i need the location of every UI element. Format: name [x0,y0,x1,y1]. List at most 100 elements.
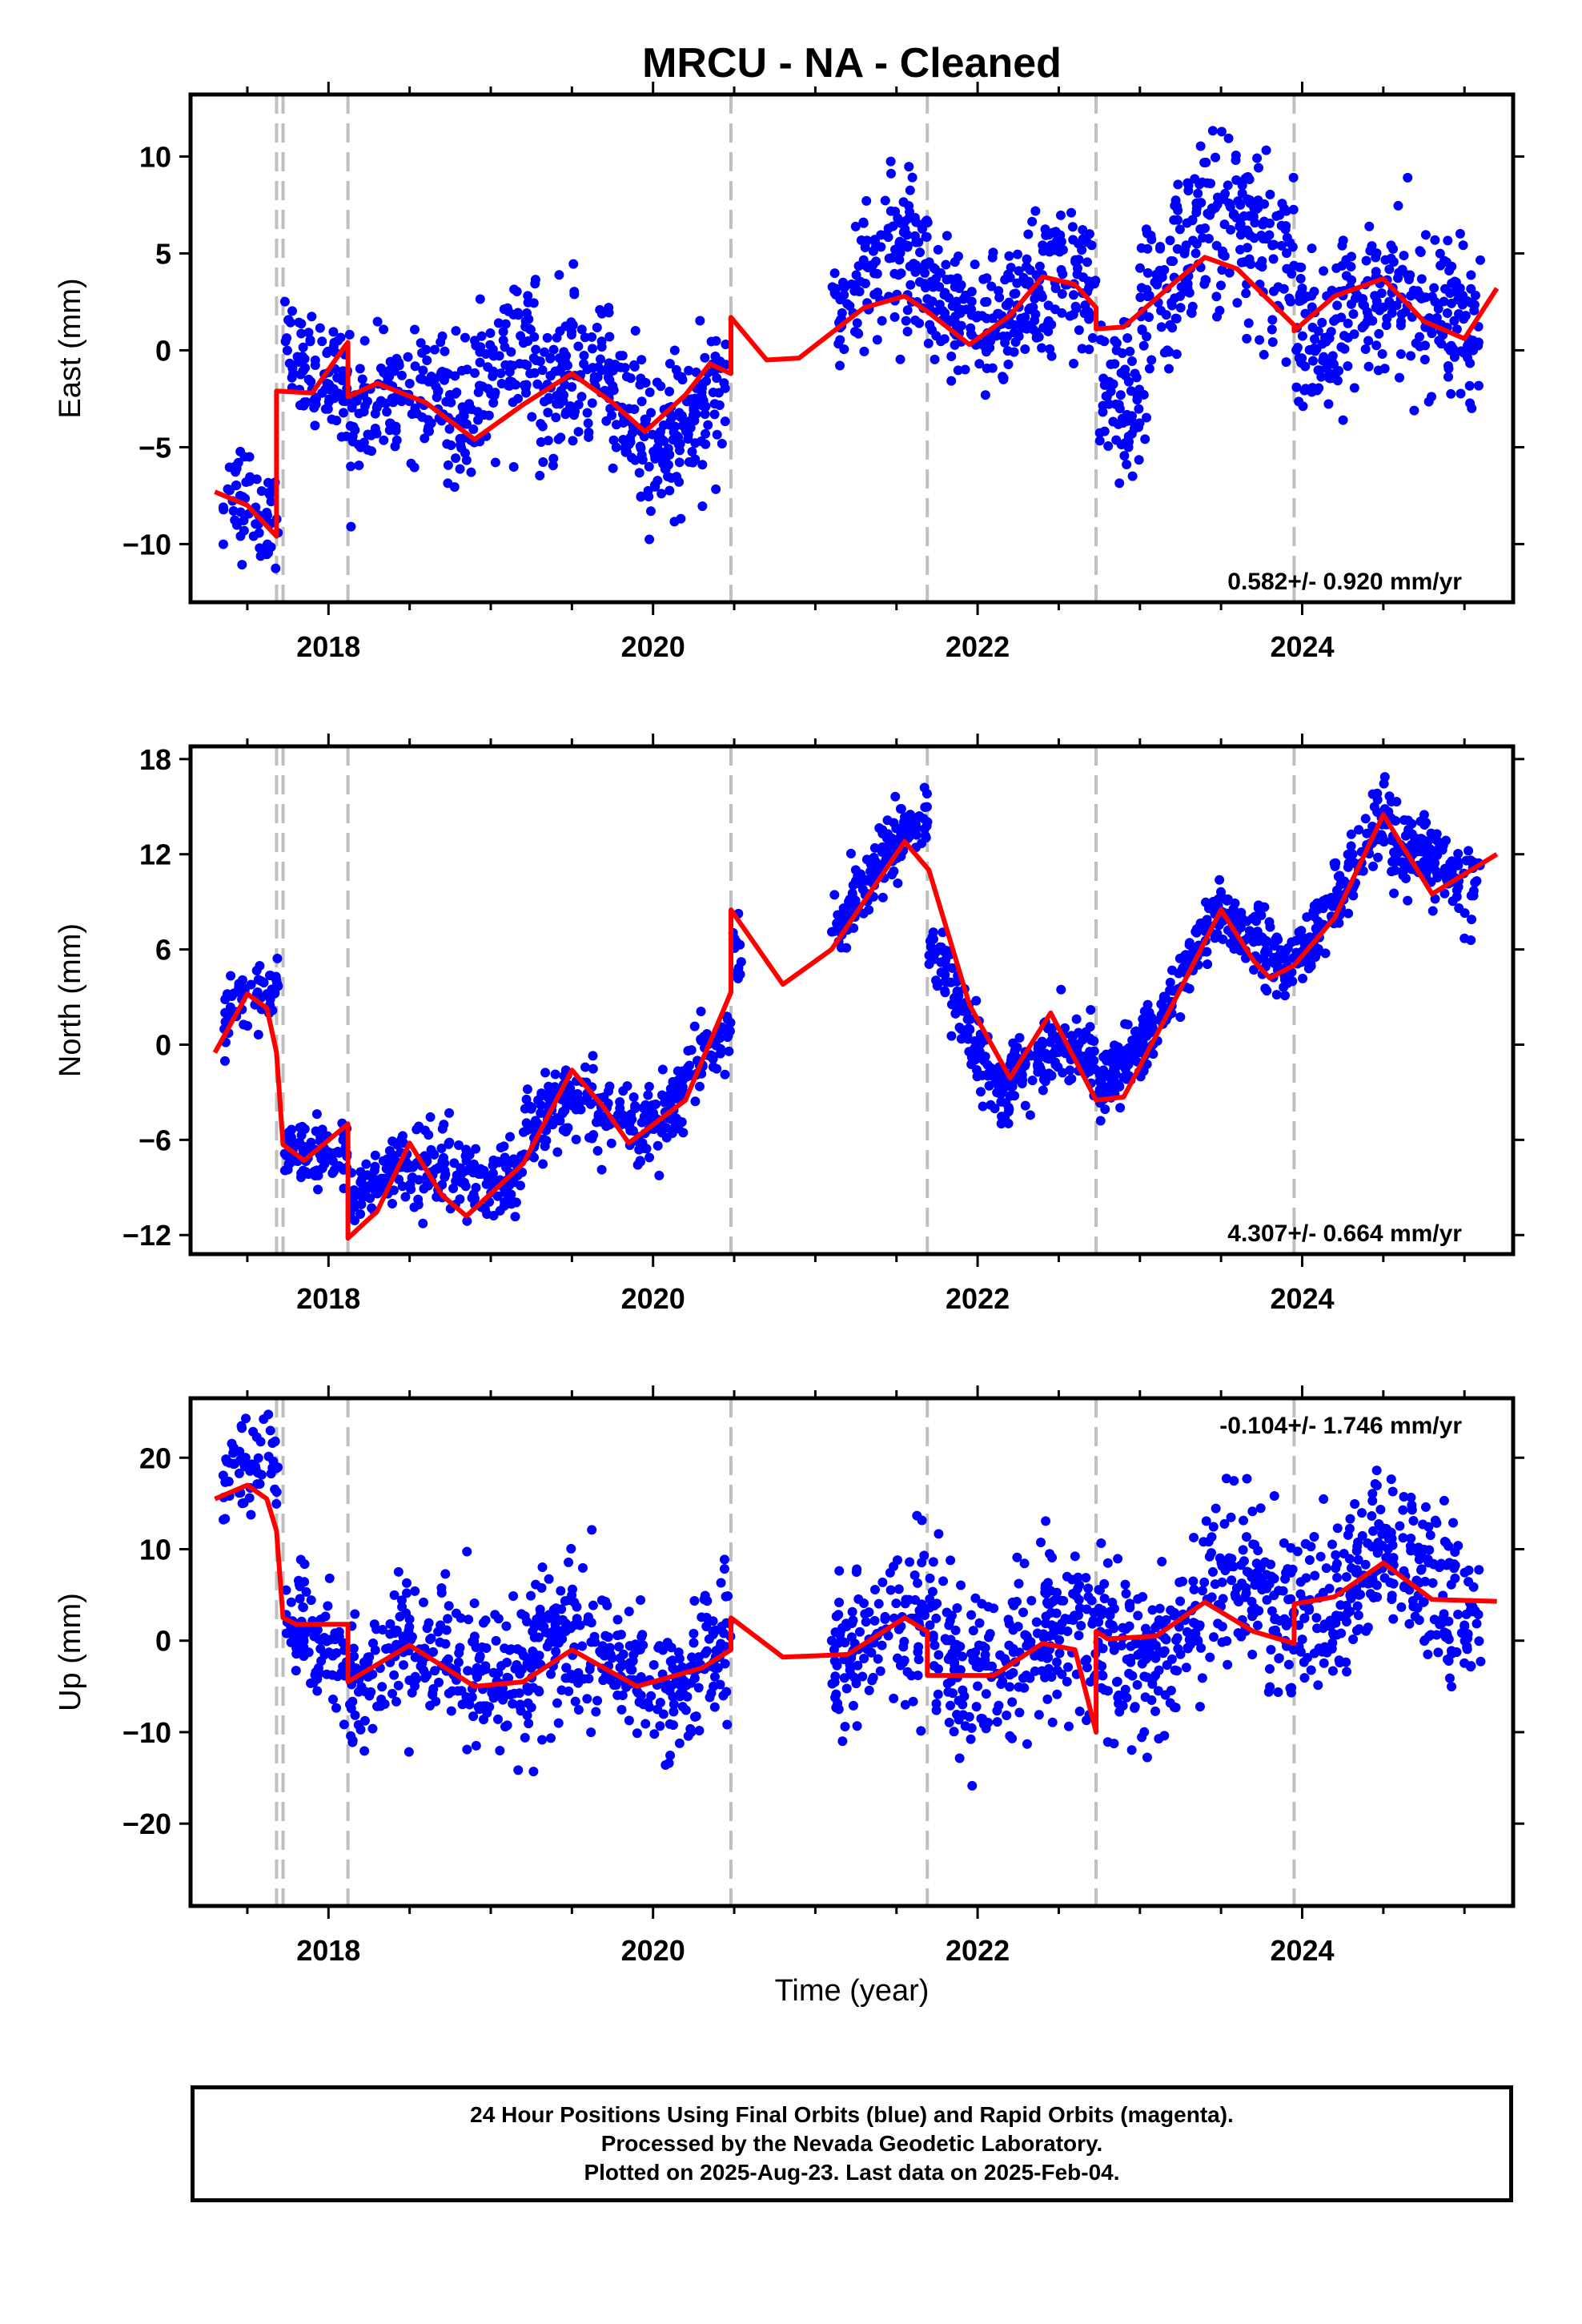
data-point [1018,1607,1029,1618]
data-point [481,1701,492,1711]
data-point [527,412,537,422]
data-point [556,1586,566,1596]
data-point [319,1650,330,1660]
data-point [1052,1657,1062,1667]
data-point [902,230,913,240]
data-point [954,1023,965,1033]
data-point [1188,1576,1199,1586]
data-point [604,358,614,368]
data-point [1326,892,1336,903]
data-point [1034,1040,1044,1051]
data-point [271,1498,282,1509]
data-point [716,1578,726,1588]
data-point [968,1626,978,1636]
data-point [587,1525,597,1535]
data-point [1154,1615,1164,1626]
data-point [404,1747,414,1757]
data-point [523,1686,533,1696]
data-point [1133,1594,1143,1604]
data-point [1242,1566,1252,1577]
data-point [1262,1583,1272,1594]
data-point [869,1585,880,1595]
data-point [992,1706,1002,1716]
data-point [526,1590,536,1601]
data-point [1208,1522,1219,1532]
data-point [1231,155,1241,165]
data-point [422,355,432,365]
data-point [1208,1632,1219,1642]
data-point [564,1557,574,1567]
data-point [573,341,584,352]
data-point [718,1691,729,1701]
data-point [480,1204,490,1215]
data-point [914,1606,925,1616]
data-point [1179,286,1190,296]
data-point [1122,1019,1133,1030]
data-point [954,1753,965,1763]
data-point [973,1681,983,1691]
data-point [661,1760,671,1771]
data-point [1228,210,1239,220]
data-point [371,1184,382,1195]
data-point [640,1100,651,1110]
data-point [695,394,705,404]
data-point [1195,141,1206,151]
data-point [446,397,456,408]
data-point [630,455,640,465]
data-point [883,829,893,839]
data-point [1456,388,1466,399]
data-point [1094,436,1105,446]
data-point [634,468,644,478]
data-point [446,440,456,451]
data-point [535,470,545,480]
data-point [317,336,327,347]
data-point [910,818,921,829]
data-point [941,259,951,270]
data-point [944,292,954,303]
data-point [1016,316,1026,326]
data-point [569,1673,580,1683]
data-point [833,339,844,349]
data-point [317,1163,327,1173]
data-point [998,373,1009,384]
data-point [303,328,314,338]
data-point [551,412,561,423]
data-point [669,1699,679,1710]
data-point [1334,366,1344,376]
data-point [1307,302,1317,312]
data-point [299,354,310,364]
data-point [1223,1659,1233,1670]
data-point [291,1666,301,1676]
data-point [947,1610,958,1621]
data-point [1211,152,1221,163]
data-point [588,1063,598,1074]
data-point [880,1614,890,1624]
data-point [683,429,693,440]
data-point [983,1071,994,1081]
data-point [1041,1589,1051,1599]
data-point [1025,1673,1035,1683]
data-point [1133,1610,1143,1621]
data-point [1175,1012,1186,1023]
data-point [296,1172,307,1183]
data-point [638,1699,648,1710]
data-point [1431,835,1442,846]
data-point [548,460,558,471]
data-point [987,363,998,373]
data-point [393,1566,404,1577]
data-point [1262,1570,1272,1580]
data-point [370,424,380,434]
data-point [1189,1532,1199,1542]
data-point [429,344,440,355]
data-point [530,1621,540,1631]
data-point [1175,303,1186,313]
data-point [387,393,397,404]
data-point [636,1595,646,1606]
data-point [1107,1620,1118,1630]
data-point [439,375,449,385]
data-point [1244,174,1255,184]
data-point [675,439,685,449]
data-point [834,1598,845,1608]
data-point [1122,460,1132,470]
data-point [488,1667,499,1678]
